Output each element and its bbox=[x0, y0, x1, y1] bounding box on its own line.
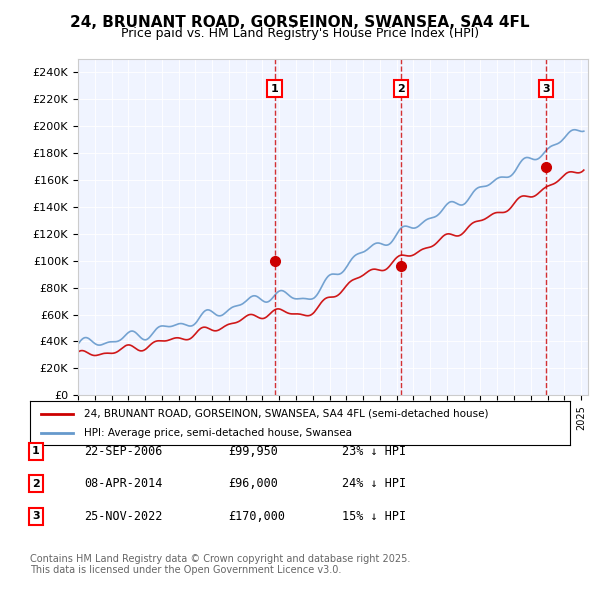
Text: 24, BRUNANT ROAD, GORSEINON, SWANSEA, SA4 4FL: 24, BRUNANT ROAD, GORSEINON, SWANSEA, SA… bbox=[70, 15, 530, 30]
Text: 22-SEP-2006: 22-SEP-2006 bbox=[84, 445, 163, 458]
Text: 15% ↓ HPI: 15% ↓ HPI bbox=[342, 510, 406, 523]
Text: 3: 3 bbox=[542, 84, 550, 94]
Text: 1: 1 bbox=[271, 84, 278, 94]
Text: £170,000: £170,000 bbox=[228, 510, 285, 523]
Text: 24% ↓ HPI: 24% ↓ HPI bbox=[342, 477, 406, 490]
Text: 23% ↓ HPI: 23% ↓ HPI bbox=[342, 445, 406, 458]
Text: £99,950: £99,950 bbox=[228, 445, 278, 458]
Text: Contains HM Land Registry data © Crown copyright and database right 2025.
This d: Contains HM Land Registry data © Crown c… bbox=[30, 553, 410, 575]
Text: 08-APR-2014: 08-APR-2014 bbox=[84, 477, 163, 490]
Text: £96,000: £96,000 bbox=[228, 477, 278, 490]
Text: 1: 1 bbox=[32, 447, 40, 456]
Text: 25-NOV-2022: 25-NOV-2022 bbox=[84, 510, 163, 523]
Text: 3: 3 bbox=[32, 512, 40, 521]
Text: 2: 2 bbox=[32, 479, 40, 489]
Text: HPI: Average price, semi-detached house, Swansea: HPI: Average price, semi-detached house,… bbox=[84, 428, 352, 438]
Text: 2: 2 bbox=[397, 84, 405, 94]
Text: Price paid vs. HM Land Registry's House Price Index (HPI): Price paid vs. HM Land Registry's House … bbox=[121, 27, 479, 40]
Text: 24, BRUNANT ROAD, GORSEINON, SWANSEA, SA4 4FL (semi-detached house): 24, BRUNANT ROAD, GORSEINON, SWANSEA, SA… bbox=[84, 409, 488, 418]
